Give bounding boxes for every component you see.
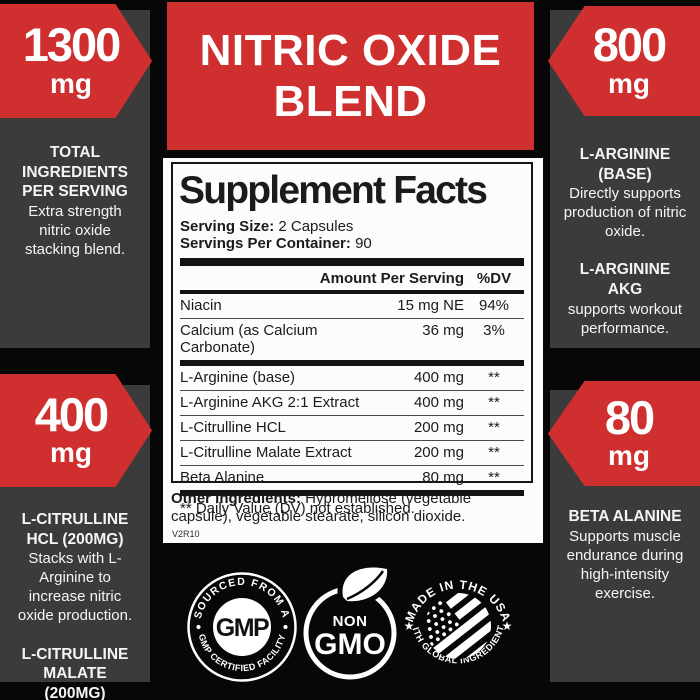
servings-value: 90	[355, 234, 372, 252]
column-header-amount: Amount Per Serving	[319, 270, 464, 287]
other-ingredients-label: Other Ingredients:	[171, 490, 302, 507]
blend-rows: L-Arginine (base) 400 mg ** L-Arginine A…	[180, 366, 524, 490]
table-row: Beta Alanine 80 mg **	[180, 465, 524, 490]
non-gmo-line1: NON	[333, 613, 368, 630]
amount-arrow-80mg: 80 mg	[548, 381, 700, 486]
amount-unit: mg	[608, 67, 650, 99]
row-amount: 400 mg	[413, 369, 464, 386]
row-name: L-Citrulline Malate Extract	[180, 444, 352, 461]
row-dv: **	[488, 394, 500, 411]
row-name: Beta Alanine	[180, 469, 265, 486]
gmp-center-text: GMP	[216, 614, 269, 642]
row-amount: 200 mg	[413, 444, 464, 461]
leaf-icon	[342, 567, 388, 602]
table-header-row: Amount Per Serving %DV	[180, 266, 524, 290]
callout-heading: L-CITRULLINE HCL (200MG)	[21, 511, 129, 548]
other-ingredients: Other Ingredients: Hypromellose (vegetab…	[171, 490, 533, 526]
callout-heading: L-ARGININE AKG	[579, 261, 671, 299]
divider-thick	[180, 490, 524, 496]
usa-badge-icon: MADE IN THE USA WITH GLOBAL INGREDIENTS …	[402, 566, 513, 673]
amount-value: 1300	[22, 18, 122, 72]
table-row: L-Arginine AKG 2:1 Extract 400 mg **	[180, 390, 524, 415]
row-dv: **	[488, 444, 500, 461]
non-gmo-badge-icon: NON GMO	[303, 562, 397, 680]
amount-arrow-800mg: 800 mg	[548, 6, 700, 116]
callout-heading: TOTAL INGREDIENTS PER SERVING	[22, 144, 128, 201]
amount-arrow-400mg: 400 mg	[0, 374, 152, 487]
servings-per-container-line: Servings Per Container: 90	[180, 234, 524, 253]
star-left-icon: ★	[404, 619, 415, 633]
divider-medium	[180, 290, 524, 294]
row-name: L-Citrulline HCL	[180, 419, 286, 436]
table-row: L-Citrulline HCL 200 mg **	[180, 415, 524, 440]
amount-unit: mg	[50, 67, 92, 99]
row-dv: 94%	[478, 297, 510, 314]
callout-body: Stacks with L-Arginine to increase nitri…	[17, 550, 133, 625]
callout-body: Extra strength nitric oxide stacking ble…	[24, 203, 126, 259]
row-dv: **	[488, 469, 500, 486]
row-dv: **	[488, 419, 500, 436]
product-title-line1: NITRIC OXIDE	[199, 25, 502, 75]
amount-value: 400	[34, 387, 109, 441]
row-amount: 400 mg	[413, 394, 464, 411]
table-row: L-Arginine (base) 400 mg **	[180, 366, 524, 390]
table-row: Niacin 15 mg NE 94%	[180, 294, 524, 318]
serving-size-value: 2 Capsules	[278, 218, 354, 235]
spacer	[12, 626, 138, 645]
callout-body: Supports muscle endurance during high-in…	[566, 527, 684, 602]
amount-arrow-1300mg: 1300 mg	[0, 4, 152, 118]
row-name: L-Arginine (base)	[180, 369, 296, 386]
dv-footnote: ** Daily Value (DV) not established.	[180, 500, 415, 517]
amount-unit: mg	[608, 440, 650, 472]
product-title-line2: BLEND	[273, 77, 428, 126]
callout-body: Directly supports production of nitric o…	[563, 185, 687, 241]
supplement-facts-panel: Supplement Facts Serving Size: 2 Capsule…	[163, 158, 543, 543]
callout-heading: L-CITRULLINE MALATE (200MG)	[21, 645, 129, 700]
gmp-badge-icon: SOURCED FROM A GMP CERTIFIED FACILITY GM…	[187, 572, 297, 682]
spacer	[562, 241, 688, 260]
column-header-dv: %DV	[476, 270, 512, 287]
star-right-icon: ★	[502, 619, 513, 633]
servings-label: Servings Per Container:	[180, 234, 351, 252]
table-row: L-Citrulline Malate Extract 200 mg **	[180, 440, 524, 465]
divider-thick	[180, 258, 524, 266]
callout-heading: BETA ALANINE	[568, 508, 682, 525]
row-amount: 15 mg NE	[397, 297, 464, 314]
callout-body: supports workout performance.	[567, 300, 683, 337]
row-name: L-Arginine AKG 2:1 Extract	[180, 394, 360, 411]
divider-thick	[180, 360, 524, 366]
row-name: Niacin	[180, 297, 222, 314]
row-dv: **	[488, 369, 500, 386]
row-dv: 3%	[483, 322, 505, 339]
version-code: V2R10	[172, 529, 200, 539]
product-title-banner: NITRIC OXIDE BLEND	[167, 2, 534, 150]
row-name: Calcium (as Calcium Carbonate)	[180, 322, 318, 356]
supplement-facts-title: Supplement Facts	[179, 169, 488, 212]
serving-size-line: Serving Size: 2 Capsules	[180, 218, 524, 236]
table-row: Calcium (as Calcium Carbonate) 36 mg 3%	[180, 318, 524, 360]
supplement-facts-box: Supplement Facts Serving Size: 2 Capsule…	[171, 162, 533, 517]
serving-size-label: Serving Size:	[180, 218, 275, 235]
non-gmo-line2: GMO	[314, 628, 386, 661]
callout-heading: L-ARGININE (BASE)	[579, 146, 671, 183]
row-amount: 36 mg	[422, 322, 464, 339]
row-amount: 200 mg	[413, 419, 464, 436]
amount-value: 800	[592, 18, 667, 72]
dv-rows: Niacin 15 mg NE 94% Calcium (as Calcium …	[180, 294, 524, 360]
other-ingredients-text: Hypromellose (vegetable capsule), vegeta…	[171, 490, 472, 525]
amount-value: 80	[604, 390, 655, 444]
amount-unit: mg	[50, 437, 92, 469]
row-amount: 80 mg	[422, 469, 464, 486]
